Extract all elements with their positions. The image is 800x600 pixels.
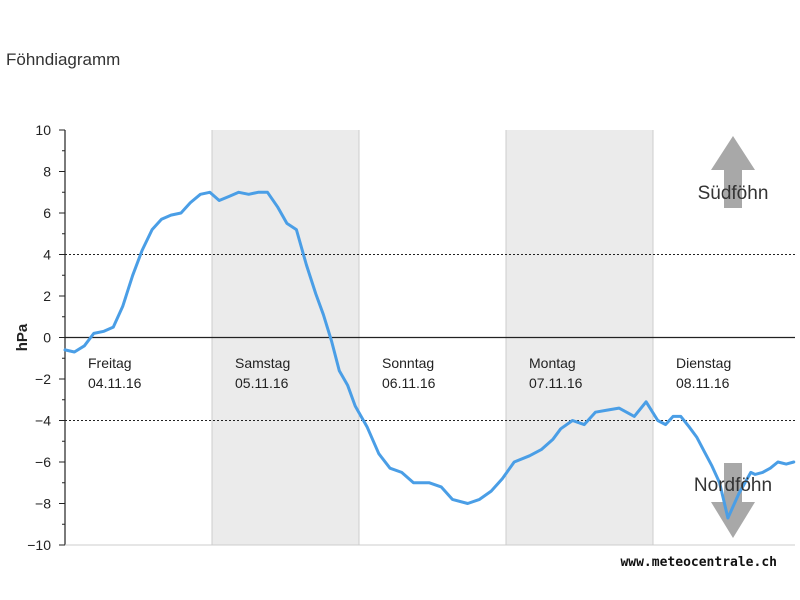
day-name-label: Montag <box>529 355 576 371</box>
y-tick-label: 4 <box>43 247 51 263</box>
north-foehn-label: Nordföhn <box>694 475 772 496</box>
y-tick-label: 2 <box>43 288 51 304</box>
source-credit: www.meteocentrale.ch <box>620 555 777 570</box>
series-line <box>63 190 796 520</box>
day-date-label: 05.11.16 <box>235 375 289 391</box>
y-tick-label: −10 <box>27 537 51 553</box>
chart-labels: Freitag 04.11.16 Samstag 05.11.16 Sonntag 06.… <box>14 122 777 570</box>
y-tick-label: −8 <box>35 496 51 512</box>
y-tick-label: 8 <box>43 164 51 180</box>
foehn-arrows <box>711 136 755 538</box>
y-tick-label: −2 <box>35 371 51 387</box>
day-date-label: 08.11.16 <box>676 375 730 391</box>
south-foehn-label: Südföhn <box>698 183 769 204</box>
north-arrow-icon <box>711 463 755 538</box>
y-tick-label: −4 <box>35 413 51 429</box>
day-name-label: Sonntag <box>382 355 434 371</box>
page-title: Föhndiagramm <box>6 50 121 69</box>
day-name-label: Freitag <box>88 355 132 371</box>
chart-axes <box>59 129 795 546</box>
day-date-label: 06.11.16 <box>382 375 436 391</box>
day-name-label: Samstag <box>235 355 290 371</box>
day-name-label: Dienstag <box>676 355 731 371</box>
y-tick-label: 6 <box>43 205 51 221</box>
south-arrow-icon <box>711 136 755 208</box>
day-date-label: 04.11.16 <box>88 375 142 391</box>
day-date-label: 07.11.16 <box>529 375 583 391</box>
y-tick-label: −6 <box>35 454 51 470</box>
series-group <box>63 190 796 520</box>
y-tick-label: 0 <box>43 330 51 346</box>
y-axis-label: hPa <box>14 323 31 351</box>
y-tick-label: 10 <box>35 122 51 138</box>
